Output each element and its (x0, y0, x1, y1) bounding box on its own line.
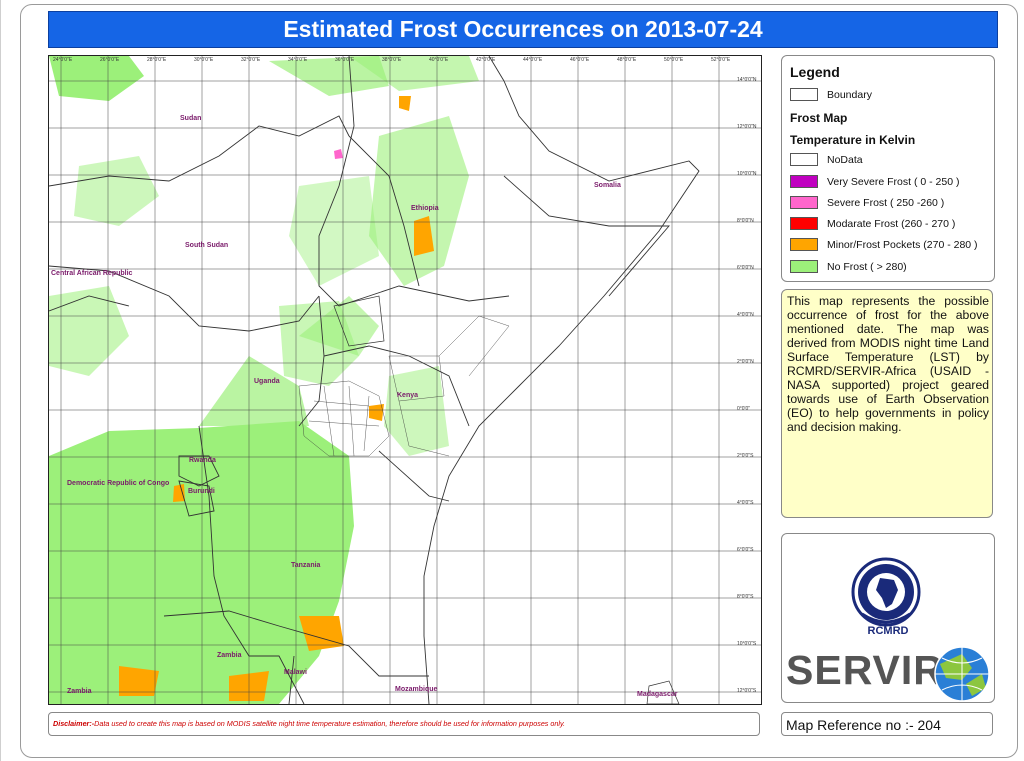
country-boundaries (49, 56, 700, 704)
lon-tick-label: 34°0'0"E (288, 57, 308, 63)
legend-class-row: Severe Frost ( 250 -260 ) (790, 196, 944, 209)
no-frost-areas (49, 56, 479, 704)
legend-class-row: Minor/Frost Pockets (270 - 280 ) (790, 238, 978, 251)
legend-class-row: No Frost ( > 280) (790, 260, 907, 273)
country-label-ethiopia: Ethiopia (411, 205, 439, 212)
lon-tick-label: 36°0'0"E (335, 57, 355, 63)
graticule (49, 56, 761, 704)
class-swatch (790, 238, 818, 251)
map-panel[interactable]: 24°0'0"E 26°0'0"E 28°0'0"E 30°0'0"E 32°0… (48, 55, 762, 705)
severe-frost-areas (334, 149, 343, 159)
map-canvas (49, 56, 761, 704)
boundary-swatch (790, 88, 818, 101)
legend-class-label: Modarate Frost (260 - 270 ) (827, 217, 956, 230)
lon-tick-label: 50°0'0"E (664, 57, 684, 63)
country-label-uganda: Uganda (254, 378, 280, 385)
lat-tick-label: 8°0'0"S (737, 594, 754, 600)
lat-tick-label: 12°0'0"N (737, 124, 757, 130)
country-label-burundi: Burundi (188, 488, 215, 495)
lat-tick-label: 12°0'0"S (737, 688, 757, 694)
lat-tick-label: 10°0'0"N (737, 171, 757, 177)
class-swatch (790, 196, 818, 209)
map-reference: Map Reference no :- 204 (781, 712, 993, 736)
lon-tick-label: 32°0'0"E (241, 57, 261, 63)
disclaimer: Disclaimer:-Data used to create this map… (48, 712, 760, 736)
logo-panel: RCMRD SERVIR (781, 533, 995, 703)
lat-tick-label: 14°0'0"N (737, 77, 757, 83)
lon-tick-label: 40°0'0"E (429, 57, 449, 63)
legend-frost-map-label: Frost Map (790, 111, 848, 125)
country-label-malawi: Malawi (284, 669, 307, 676)
country-label-kenya: Kenya (397, 392, 419, 399)
class-swatch (790, 175, 818, 188)
country-label-mozambique: Mozambique (395, 686, 438, 693)
water-bodies (333, 295, 680, 704)
lon-tick-label: 28°0'0"E (147, 57, 167, 63)
country-label-somalia: Somalia (594, 182, 621, 189)
legend-panel: Legend Boundary Frost Map Temperature in… (781, 55, 995, 282)
disclaimer-text: Data used to create this map is based on… (94, 719, 566, 728)
lat-tick-label: 8°0'0"N (737, 218, 754, 224)
lat-tick-label: 4°0'0"N (737, 312, 754, 318)
legend-temperature-label: Temperature in Kelvin (790, 133, 916, 147)
legend-heading: Legend (790, 64, 840, 80)
legend-boundary-label: Boundary (827, 88, 872, 101)
legend-class-row: Modarate Frost (260 - 270 ) (790, 217, 955, 230)
lon-tick-label: 24°0'0"E (53, 57, 73, 63)
lat-tick-label: 2°0'0"N (737, 359, 754, 365)
legend-class-label: Minor/Frost Pockets (270 - 280 ) (827, 238, 978, 251)
lon-tick-label: 26°0'0"E (100, 57, 120, 63)
lon-tick-label: 48°0'0"E (617, 57, 637, 63)
kenya-county-boundaries (298, 315, 510, 457)
lon-tick-label: 46°0'0"E (570, 57, 590, 63)
map-description: This map represents the possible occurre… (781, 289, 993, 518)
lat-tick-label: 0°0'0" (737, 406, 751, 412)
country-label-tanzania: Tanzania (291, 562, 321, 569)
legend-class-label: Very Severe Frost ( 0 - 250 ) (827, 175, 960, 188)
lon-tick-label: 38°0'0"E (382, 57, 402, 63)
legend-class-label: NoData (827, 153, 863, 166)
lat-tick-label: 6°0'0"N (737, 265, 754, 271)
legend-class-row: Very Severe Frost ( 0 - 250 ) (790, 175, 959, 188)
lat-tick-label: 6°0'0"S (737, 547, 754, 553)
country-label-zambia-west: Zambia (67, 688, 92, 695)
lat-tick-label: 4°0'0"S (737, 500, 754, 506)
class-swatch (790, 260, 818, 273)
servir-logo-text: SERVIR (786, 647, 944, 693)
screen-edge-line (0, 0, 1, 761)
map-title: Estimated Frost Occurrences on 2013-07-2… (48, 11, 998, 48)
lon-tick-label: 52°0'0"E (711, 57, 731, 63)
class-swatch (790, 217, 818, 230)
rcmrd-logo (851, 557, 921, 627)
legend-boundary-row: Boundary (790, 88, 872, 101)
country-label-central-african-republic: Central African Republic (51, 270, 133, 277)
legend-class-row: NoData (790, 153, 863, 166)
country-label-zambia: Zambia (217, 652, 242, 659)
legend-class-label: Severe Frost ( 250 -260 ) (827, 196, 945, 209)
lat-tick-label: 2°0'0"S (737, 453, 754, 459)
lat-tick-label: 10°0'0"S (737, 641, 757, 647)
country-label-south-sudan: South Sudan (185, 242, 229, 249)
lon-tick-label: 42°0'0"E (476, 57, 496, 63)
lon-tick-label: 44°0'0"E (523, 57, 543, 63)
country-label-rwanda: Rwanda (189, 457, 216, 464)
globe-icon (934, 646, 990, 702)
rcmrd-logo-label: RCMRD (867, 625, 909, 637)
country-label-madagascar: Madagascar (637, 691, 678, 698)
legend-class-label: No Frost ( > 280) (827, 260, 907, 273)
class-swatch (790, 153, 818, 166)
disclaimer-label: Disclaimer:- (53, 719, 95, 728)
country-label-drc: Democratic Republic of Congo (67, 480, 170, 487)
country-label-sudan: Sudan (180, 115, 202, 122)
lon-tick-label: 30°0'0"E (194, 57, 214, 63)
